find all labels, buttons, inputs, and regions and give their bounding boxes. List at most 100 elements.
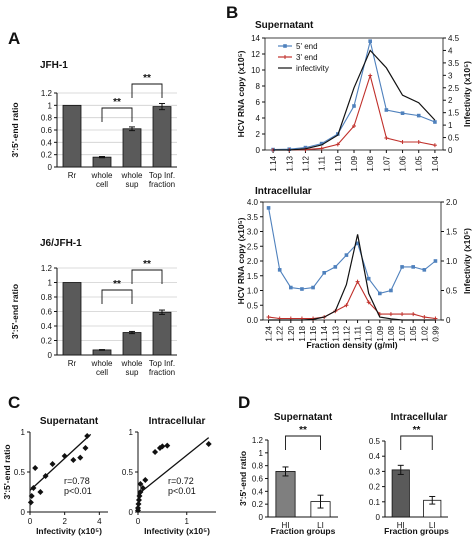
y2-tick-label: 1.5 [448, 109, 460, 118]
y-tick-label: 0.6 [41, 126, 53, 135]
data-point [322, 271, 326, 275]
y-tick-label: 1.0 [247, 287, 259, 296]
significance-bracket [131, 269, 163, 284]
y-tick-label: 1 [129, 428, 134, 437]
x-tick-label: sup [126, 180, 139, 189]
y2-tick-label: 1.0 [446, 257, 458, 266]
y-tick-label: 0 [48, 351, 53, 360]
stat-annotation: r=0.78 [64, 476, 90, 486]
data-point [422, 268, 427, 272]
x-tick-label: 1.24 [265, 325, 274, 341]
y-tick-label: 1 [259, 449, 264, 458]
y2-axis-label: Infectivity (x10⁵) [462, 61, 472, 127]
x-tick-label: 1.10 [365, 325, 374, 341]
y-axis-label: HCV RNA copy (x10⁵) [236, 50, 246, 137]
y-tick-label: 4 [256, 114, 261, 123]
y-tick-label: 0 [259, 513, 264, 522]
y-tick-label: 8 [256, 82, 261, 91]
x-tick-label: fraction [149, 180, 175, 189]
data-point [82, 445, 89, 451]
y-tick-label: 3.0 [247, 228, 259, 237]
y-axis-label: 3':5'-end ratio [10, 102, 20, 157]
x-tick-label: 1.02 [420, 325, 429, 341]
series-line [273, 49, 436, 151]
x-tick-label: 1.18 [298, 325, 307, 341]
y-tick-label: 1 [48, 279, 53, 288]
x-tick-label: 1.22 [276, 325, 285, 341]
y2-tick-label: 2 [448, 96, 453, 105]
y-tick-label: 0.5 [122, 468, 134, 477]
y-tick-label: 2.5 [247, 242, 259, 251]
chart-title: Supernatant [255, 20, 314, 31]
y-tick-label: 0.3 [369, 467, 381, 476]
series-line [268, 280, 436, 320]
data-point [384, 108, 389, 112]
data-point [333, 265, 338, 269]
x-tick-label: 1.13 [331, 325, 340, 341]
x-tick-label: LI [429, 521, 436, 530]
y-tick-label: 0 [48, 163, 53, 172]
legend-marker [283, 44, 287, 48]
data-point [411, 265, 415, 269]
x-tick-label: 2 [62, 517, 67, 526]
y-tick-label: 0.4 [41, 322, 53, 331]
x-tick-label: 1.14 [320, 325, 329, 341]
y-tick-label: 0.8 [41, 293, 53, 302]
data-point [400, 111, 405, 115]
x-tick-label: HI [397, 521, 405, 530]
x-tick-label: 1.08 [366, 155, 375, 171]
legend-label: 5' end [296, 42, 318, 51]
y-tick-label: 0.2 [369, 483, 381, 492]
panel-letter-c: C [8, 393, 20, 412]
chart-title: JFH-1 [40, 60, 68, 71]
y-tick-label: 0.4 [369, 452, 381, 461]
x-tick-label: 1.09 [376, 325, 385, 341]
data-point [400, 265, 404, 269]
x-axis-label: Infectivity (x10⁵) [144, 526, 210, 536]
data-point [433, 120, 437, 124]
chart-title: Supernatant [40, 416, 99, 427]
x-tick-label: Rr [68, 171, 77, 180]
significance-label: ** [113, 279, 121, 290]
x-tick-label: 1.20 [287, 325, 296, 341]
data-point [352, 104, 356, 108]
data-point [152, 449, 159, 455]
stat-annotation: p<0.01 [168, 486, 196, 496]
y-tick-label: 0.5 [247, 301, 259, 310]
bar [62, 104, 82, 168]
significance-label: ** [299, 425, 307, 436]
x-tick-label: 1.12 [301, 155, 310, 171]
y-tick-label: 0.8 [252, 462, 264, 471]
x-tick-label: LI [317, 521, 324, 530]
x-axis-label: Fraction groups [384, 526, 449, 536]
x-tick-label: 1.06 [399, 155, 408, 171]
x-tick-label: sup [126, 368, 139, 377]
y-tick-label: 1.2 [41, 89, 53, 98]
significance-bracket [101, 289, 133, 304]
y-tick-label: 0.8 [41, 114, 53, 123]
data-point [27, 499, 34, 506]
y-axis-label: 3':5'-end ratio [2, 444, 12, 499]
x-tick-label: 0 [28, 517, 33, 526]
panel-letter-b: B [226, 3, 238, 22]
data-point [49, 461, 56, 467]
y-axis-label: HCV RNA copy (x10⁵) [236, 217, 246, 304]
x-tick-label: 1.11 [318, 155, 327, 171]
x-tick-label: cell [96, 368, 108, 377]
data-point [266, 206, 271, 210]
y-tick-label: 12 [251, 50, 260, 59]
x-tick-label: 1.04 [431, 155, 440, 171]
x-tick-label: 1.09 [350, 155, 359, 171]
y2-axis-label: Infectivity (x10⁵) [462, 228, 472, 294]
legend-label: 3' end [296, 53, 318, 62]
x-tick-label: 0 [136, 517, 141, 526]
y-tick-label: 0 [21, 508, 26, 517]
y-tick-label: 0.4 [41, 138, 53, 147]
y-tick-label: 0.5 [369, 437, 381, 446]
data-point [416, 113, 421, 118]
y-tick-label: 0.2 [252, 500, 264, 509]
x-tick-label: 1.13 [285, 155, 294, 171]
panel-letter-a: A [8, 29, 20, 48]
x-axis-label: Fraction groups [271, 526, 336, 536]
x-tick-label: 1.07 [398, 325, 407, 341]
